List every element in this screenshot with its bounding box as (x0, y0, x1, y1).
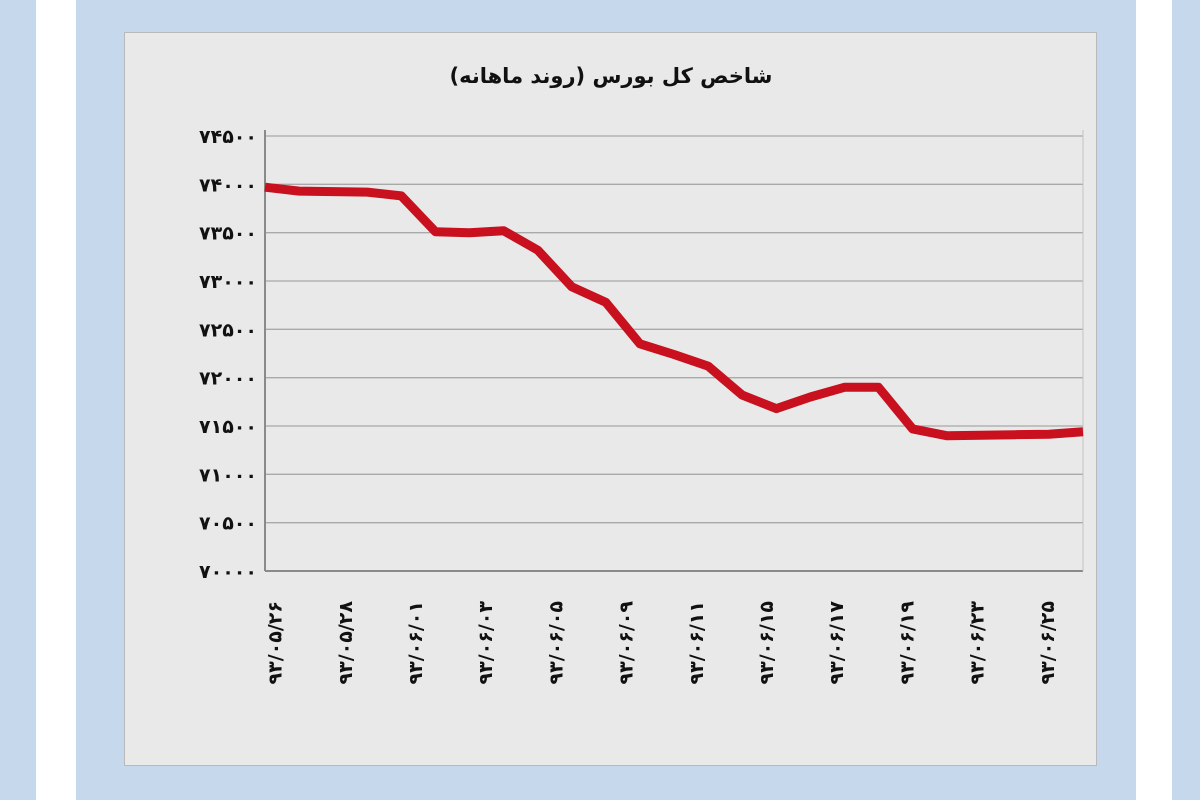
x-tick-label: ۹۳/۰۶/۱۷ (826, 601, 848, 685)
left-frame-strip (0, 0, 36, 800)
series-layer (264, 182, 1084, 441)
x-axis-tick-labels: ۹۳/۰۵/۲۶ ۹۳/۰۵/۲۸ ۹۳/۰۶/۰۱ ۹۳/۰۶/۰۳ ۹۳/۰۶/۰۵… (265, 601, 1059, 685)
x-tick-label: ۹۳/۰۶/۰۵ (545, 601, 567, 685)
y-axis-tick-labels: ۷۰۰۰۰ ۷۰۵۰۰ ۷۱۰۰۰ ۷۱۵۰۰ ۷۲۰۰۰ ۷۲۵۰۰ ۷۳۰۰۰ ۷۳۵۰۰… (199, 126, 257, 583)
y-tick-label: ۷۲۰۰۰ (199, 368, 257, 390)
y-tick-label: ۷۰۵۰۰ (199, 513, 257, 535)
y-tick-label: ۷۱۰۰۰ (199, 464, 257, 486)
x-tick-label: ۹۳/۰۶/۰۱ (405, 601, 427, 684)
x-tick-label: ۹۳/۰۶/۰۳ (475, 601, 497, 685)
y-tick-label: ۷۴۵۰۰ (199, 126, 257, 148)
x-tick-label: ۹۳/۰۵/۲۸ (335, 601, 357, 685)
y-tick-label: ۷۳۵۰۰ (199, 223, 257, 245)
y-tick-label: ۷۰۰۰۰ (199, 561, 257, 583)
y-tick-label: ۷۴۰۰۰ (199, 174, 257, 196)
right-frame-strip (1172, 0, 1200, 800)
x-tick-label: ۹۳/۰۵/۲۶ (265, 601, 287, 684)
x-tick-label: ۹۳/۰۶/۱۹ (896, 601, 918, 685)
chart-panel: شاخص کل بورس (روند ماهانه) ۷۰۰۰۰ ۷۰۵۰۰ ۷۱۰… (124, 32, 1097, 766)
y-tick-label: ۷۲۵۰۰ (199, 319, 257, 341)
x-tick-label: ۹۳/۰۶/۲۵ (1037, 601, 1059, 685)
y-tick-label: ۷۱۵۰۰ (199, 416, 257, 438)
y-tick-label: ۷۳۰۰۰ (199, 271, 257, 293)
grid-lines (265, 135, 1083, 524)
axes (264, 130, 1084, 572)
x-tick-label: ۹۳/۰۶/۱۵ (756, 601, 778, 685)
x-tick-label: ۹۳/۰۶/۲۳ (967, 601, 989, 685)
chart-title: شاخص کل بورس (روند ماهانه) (450, 64, 773, 88)
series-line (264, 182, 1084, 441)
line-chart: شاخص کل بورس (روند ماهانه) ۷۰۰۰۰ ۷۰۵۰۰ ۷۱۰… (199, 64, 1084, 685)
x-tick-label: ۹۳/۰۶/۰۹ (616, 601, 638, 685)
x-tick-label: ۹۳/۰۶/۱۱ (686, 601, 708, 684)
